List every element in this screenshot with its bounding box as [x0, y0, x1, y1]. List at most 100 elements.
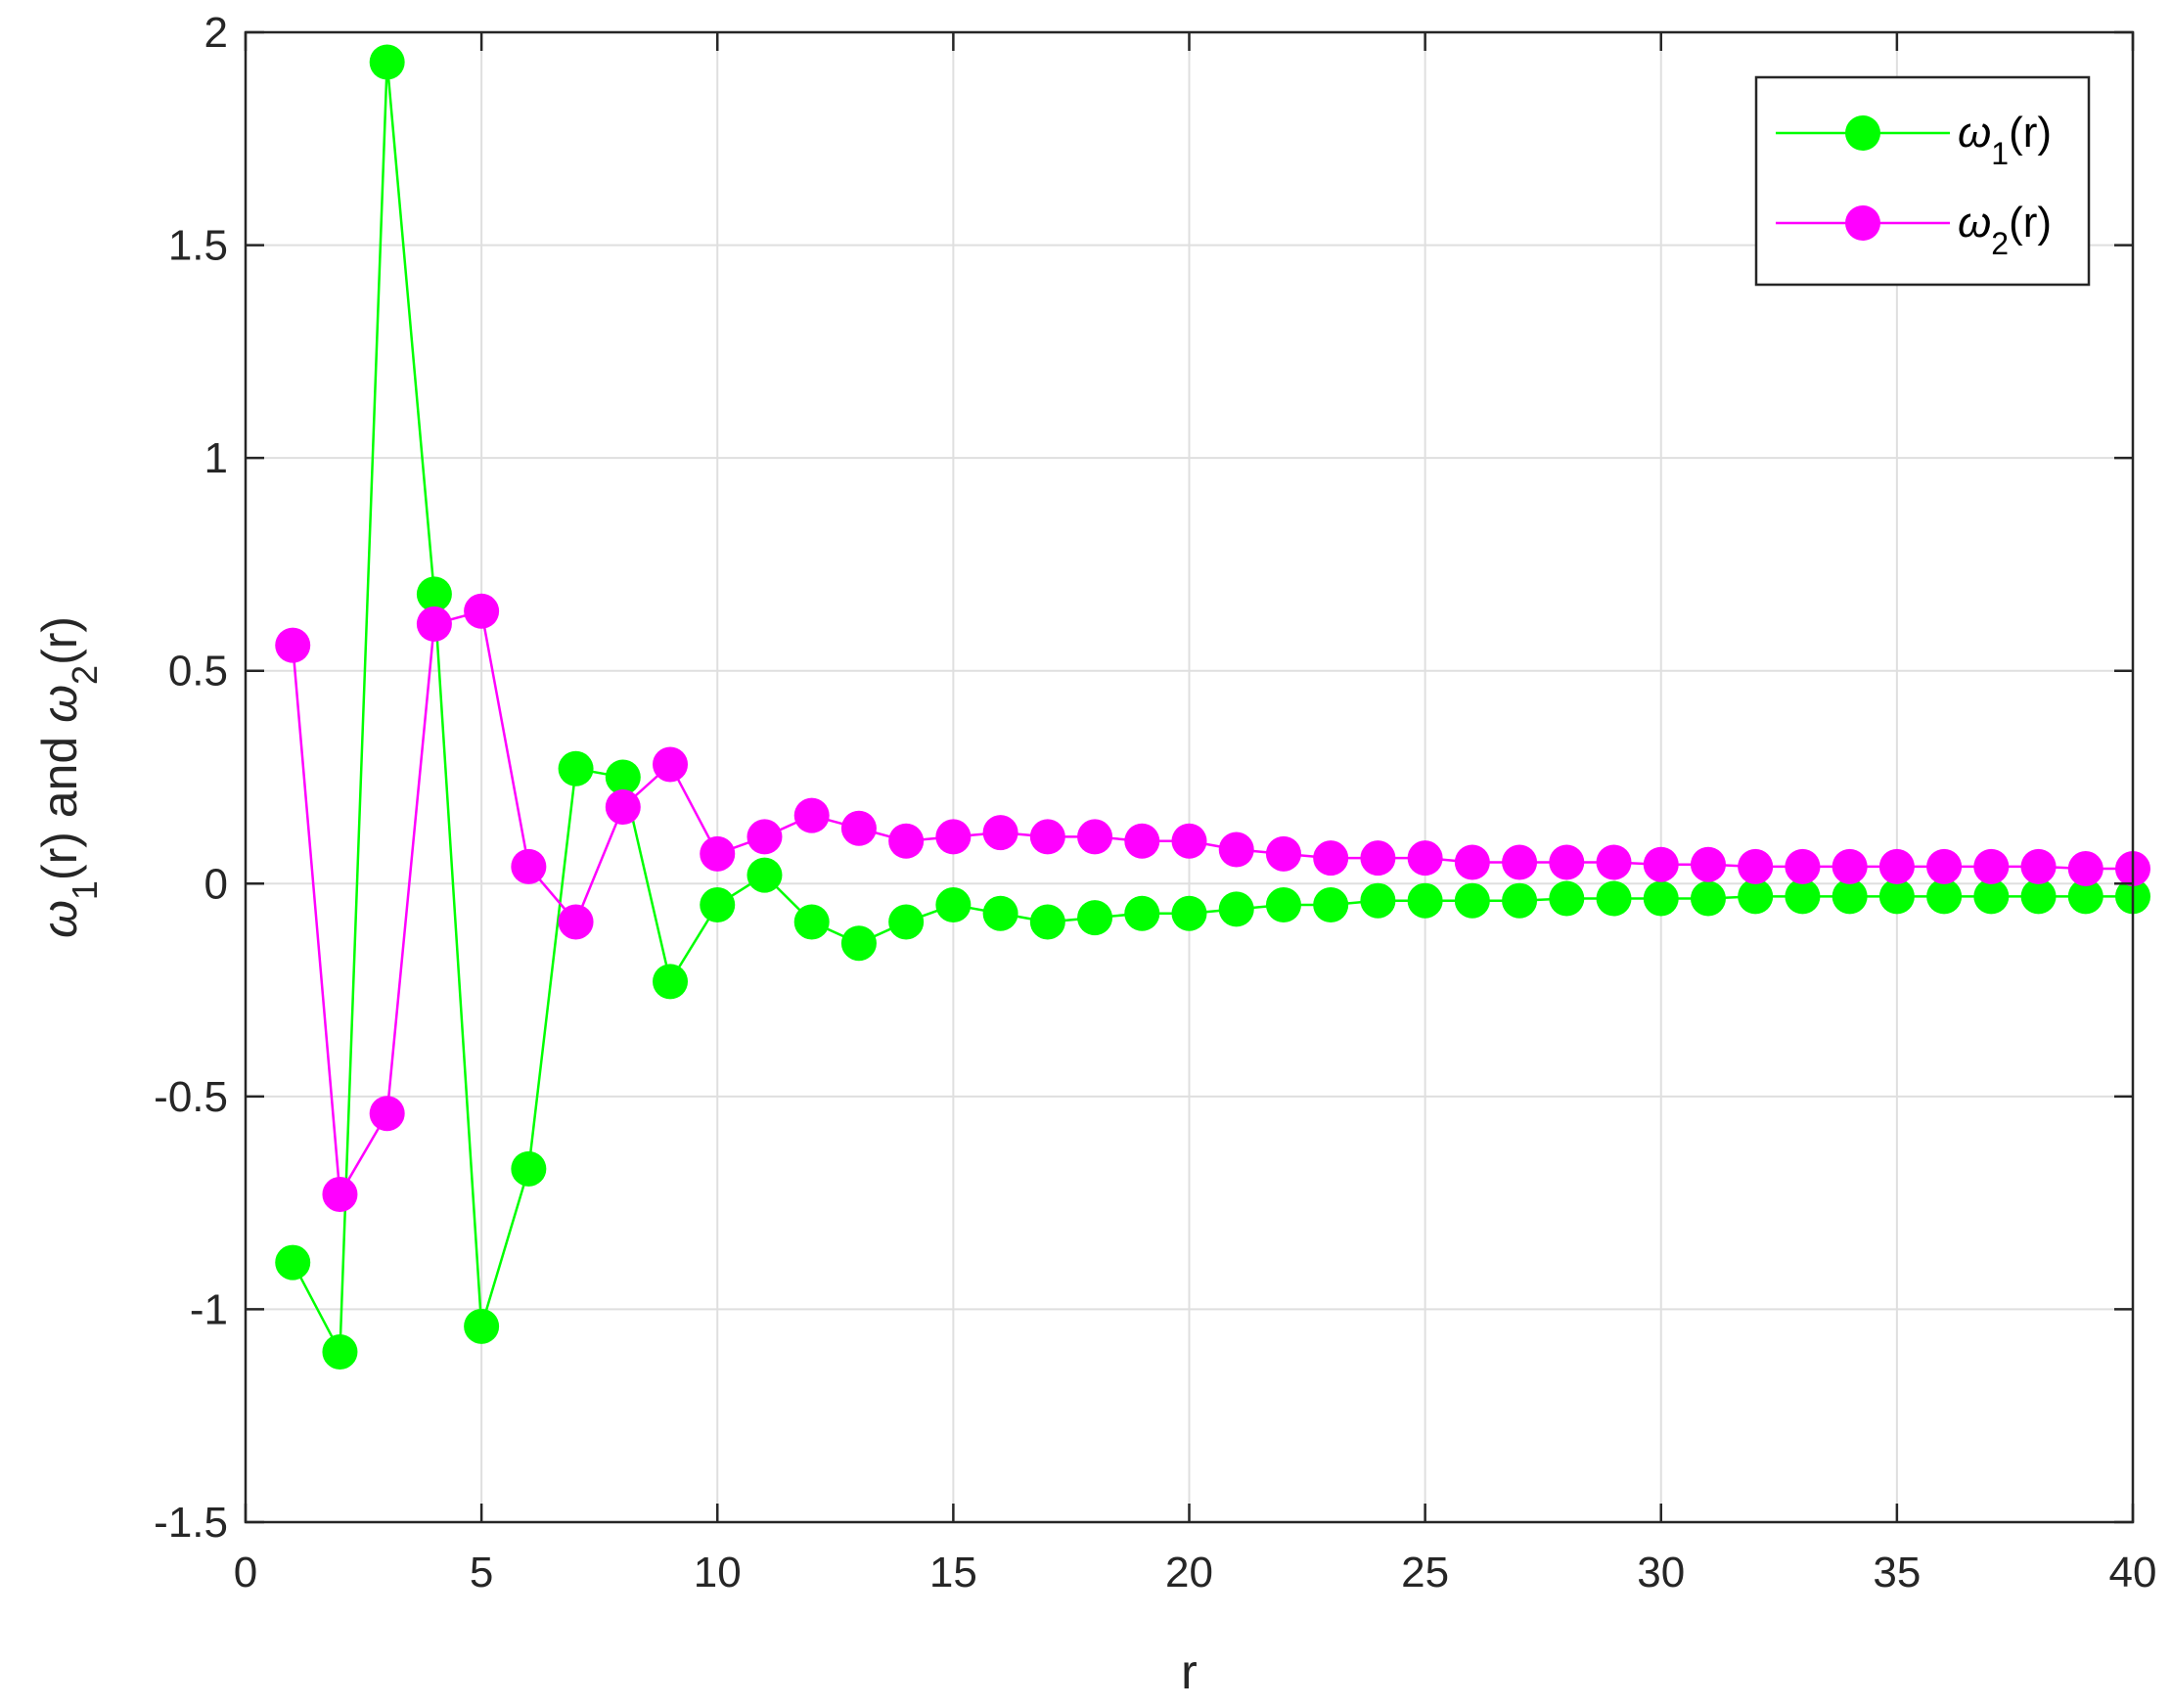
- data-point: [1407, 882, 1443, 919]
- label-part: (r): [2009, 109, 2052, 157]
- data-point: [464, 1308, 500, 1344]
- y-tick-label: 1: [204, 434, 228, 482]
- data-point: [1171, 823, 1207, 859]
- label-part: ω: [1958, 199, 1991, 247]
- data-point: [605, 788, 641, 825]
- x-tick-label: 40: [2109, 1549, 2157, 1596]
- data-point: [558, 904, 594, 940]
- data-point: [2020, 848, 2057, 884]
- data-point: [1454, 844, 1490, 880]
- data-point: [1690, 846, 1726, 882]
- x-tick-label: 5: [470, 1549, 493, 1596]
- label-part: ω: [32, 900, 87, 938]
- label-part: 1: [1991, 136, 2009, 171]
- data-point: [1832, 848, 1868, 884]
- x-tick-label: 0: [234, 1549, 257, 1596]
- x-tick-label: 15: [929, 1549, 977, 1596]
- label-part: 2: [1991, 226, 2009, 261]
- data-point: [888, 904, 925, 940]
- data-point: [1313, 887, 1349, 923]
- label-part: ω: [1958, 109, 1991, 157]
- data-point: [1407, 840, 1443, 876]
- data-point: [1832, 878, 1868, 915]
- legend: ω1(r)ω2(r): [1754, 75, 2091, 287]
- data-point: [511, 848, 547, 884]
- data-point: [746, 819, 783, 855]
- data-point: [1973, 878, 2010, 915]
- y-tick-label: 0.5: [168, 648, 228, 696]
- data-point: [1360, 840, 1396, 876]
- data-point: [1738, 848, 1774, 884]
- data-point: [1029, 904, 1065, 940]
- data-point: [653, 746, 689, 783]
- data-point: [2067, 878, 2103, 915]
- x-tick-label: 35: [1873, 1549, 1921, 1596]
- data-point: [1360, 882, 1396, 919]
- data-point: [1218, 832, 1254, 868]
- y-tick-label: -1.5: [154, 1499, 228, 1547]
- label-part: (r): [2009, 199, 2052, 247]
- data-point: [935, 887, 972, 923]
- data-point: [1878, 848, 1915, 884]
- series-2: [275, 593, 2150, 1212]
- data-point: [1265, 835, 1301, 872]
- legend-marker: [1845, 205, 1880, 241]
- data-point: [558, 750, 594, 787]
- data-point: [1596, 880, 1632, 917]
- series-line: [291, 609, 2133, 1198]
- y-tick-label: 2: [204, 9, 228, 57]
- axes: [244, 30, 2135, 1524]
- data-point: [1502, 882, 1538, 919]
- data-point: [275, 1244, 311, 1281]
- legend-marker: [1845, 115, 1880, 151]
- data-point: [888, 823, 925, 859]
- x-tick-label: 20: [1165, 1549, 1213, 1596]
- data-point: [511, 1150, 547, 1187]
- legend-item-2: ω2(r): [1776, 199, 2052, 261]
- legend-item-1: ω1(r): [1776, 109, 2052, 171]
- data-point: [464, 593, 500, 629]
- data-point: [1926, 878, 1963, 915]
- y-axis-label: ω1(r) and ω2(r): [32, 616, 105, 938]
- data-point: [1171, 895, 1207, 931]
- data-point: [746, 857, 783, 893]
- data-point: [322, 1176, 358, 1212]
- label-part: 1: [65, 880, 105, 900]
- label-part: (r): [32, 616, 87, 665]
- data-point: [982, 895, 1018, 931]
- data-point: [700, 835, 736, 872]
- y-tick-label: 0: [204, 860, 228, 908]
- data-point: [653, 964, 689, 1000]
- data-point: [1313, 840, 1349, 876]
- y-tick-label: -0.5: [154, 1073, 228, 1121]
- x-axis-label: r: [1181, 1644, 1198, 1699]
- x-tick-label: 30: [1637, 1549, 1685, 1596]
- legend-box: [1754, 75, 2091, 287]
- data-point: [793, 904, 830, 940]
- series-line: [292, 62, 2133, 1357]
- data-point: [1785, 848, 1821, 884]
- data-point: [1124, 823, 1160, 859]
- data-point: [2067, 851, 2103, 887]
- x-tick-label: 10: [694, 1549, 742, 1596]
- series-1: [275, 44, 2150, 1370]
- data-point: [1926, 848, 1963, 884]
- data-point: [1690, 880, 1726, 917]
- data-point: [1265, 887, 1301, 923]
- x-tick-label: 25: [1401, 1549, 1449, 1596]
- data-point: [416, 606, 452, 642]
- data-point: [369, 1096, 405, 1132]
- series-layer: [275, 44, 2150, 1370]
- data-point: [982, 815, 1018, 851]
- data-point: [1643, 846, 1679, 882]
- data-point: [1502, 844, 1538, 880]
- data-point: [840, 925, 877, 962]
- data-point: [1029, 819, 1065, 855]
- label-part: 2: [65, 665, 105, 685]
- legend-label: ω1(r): [1958, 109, 2052, 171]
- tick-labels: 0 5 10 15 20 25 30 35 40 -1.5 -1 -0.5 0 0.5 1 1.5 2: [154, 9, 2156, 1596]
- legend-label: ω2(r): [1958, 199, 2052, 261]
- data-point: [1973, 848, 2010, 884]
- y-tick-label: 1.5: [168, 222, 228, 270]
- data-point: [1077, 819, 1113, 855]
